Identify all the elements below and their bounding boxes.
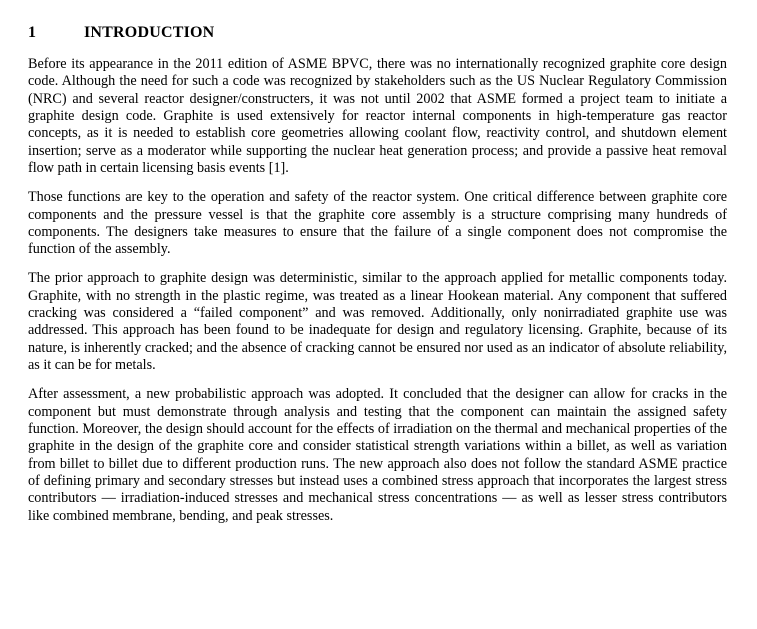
body-paragraph: After assessment, a new probabilistic ap… [28, 386, 727, 525]
body-paragraph: The prior approach to graphite design wa… [28, 270, 727, 374]
body-paragraph: Before its appearance in the 2011 editio… [28, 56, 727, 177]
body-paragraph: Those functions are key to the operation… [28, 189, 727, 258]
section-title: INTRODUCTION [84, 24, 214, 41]
section-number: 1 [28, 24, 84, 42]
section-heading: 1INTRODUCTION [28, 24, 727, 42]
